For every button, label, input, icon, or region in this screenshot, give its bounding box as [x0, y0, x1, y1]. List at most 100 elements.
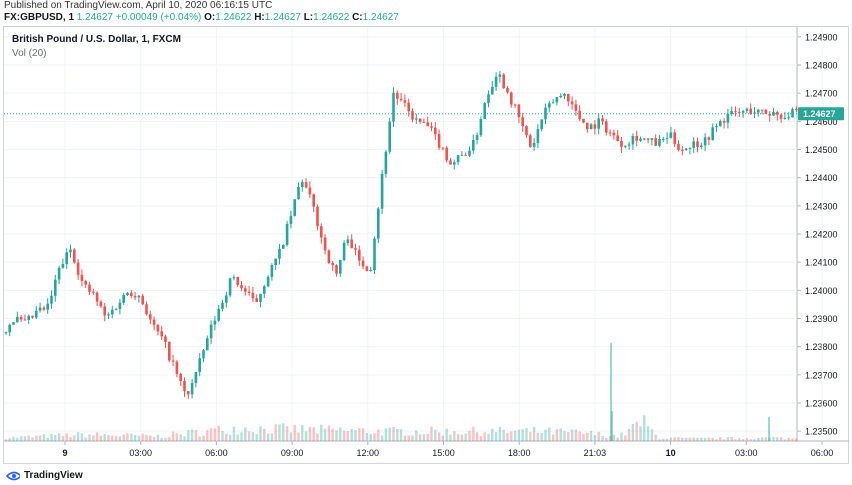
- volume-bar: [764, 437, 768, 441]
- volume-bar: [354, 430, 357, 441]
- volume-bar: [266, 433, 270, 441]
- candle-body: [684, 148, 688, 151]
- candle-body: [304, 182, 308, 188]
- candle-body: [437, 134, 441, 148]
- volume-bar: [658, 439, 661, 441]
- volume-bar: [342, 430, 346, 441]
- volume-bar: [289, 432, 293, 441]
- volume-bar: [711, 437, 714, 441]
- candle-body: [643, 138, 646, 140]
- candle-body: [479, 119, 483, 136]
- candle-body: [529, 135, 532, 147]
- volume-bar: [688, 437, 692, 441]
- candle-body: [236, 277, 239, 285]
- candle-body: [316, 206, 319, 227]
- volume-bar: [365, 432, 369, 441]
- volume-bar: [719, 437, 722, 441]
- candle-body: [179, 373, 182, 382]
- volume-bar: [722, 439, 726, 441]
- volume-bar: [608, 435, 612, 441]
- candle-body: [99, 301, 103, 307]
- candle-body: [8, 324, 11, 333]
- candle-body: [342, 242, 346, 260]
- volume-bar: [320, 424, 323, 441]
- candle-body: [293, 199, 296, 216]
- volume-bar: [646, 426, 650, 441]
- price-change: +0.00049 (+0.04%): [115, 12, 202, 23]
- candle-body: [73, 249, 76, 263]
- candle-body: [608, 132, 612, 134]
- y-tick-label: 1.23600: [805, 398, 838, 408]
- y-tick-label: 1.24300: [805, 201, 838, 211]
- candle-body: [616, 135, 619, 142]
- candle-body: [418, 118, 422, 123]
- candle-body: [225, 295, 228, 303]
- volume-bar: [544, 429, 547, 441]
- volume-bar: [502, 429, 505, 441]
- candle-body: [517, 104, 521, 118]
- volume-bar: [84, 437, 87, 441]
- candle-body: [42, 307, 46, 310]
- candle-body: [399, 98, 403, 101]
- volume-bar: [517, 429, 521, 441]
- volume-spike-bar: [611, 411, 613, 441]
- volume-bar: [339, 427, 342, 441]
- candle-body: [734, 111, 737, 113]
- volume-bar: [194, 430, 198, 441]
- volume-bar: [293, 424, 296, 441]
- candle-body: [35, 310, 38, 318]
- tradingview-branding[interactable]: TradingView: [6, 470, 83, 481]
- volume-bar: [247, 431, 251, 441]
- volume-bar: [145, 434, 148, 441]
- candle-body: [278, 248, 281, 259]
- chart-frame: [3, 26, 849, 464]
- candle-body: [50, 295, 53, 304]
- volume-bar: [206, 430, 209, 441]
- candle-body: [171, 360, 175, 362]
- volume-bar: [783, 439, 787, 441]
- volume-bar: [335, 430, 338, 441]
- volume-bar: [190, 429, 194, 441]
- candle-body: [365, 266, 369, 271]
- candle-body: [586, 122, 589, 130]
- volume-bar: [392, 426, 395, 441]
- volume-bar: [506, 432, 509, 441]
- candle-body: [650, 138, 654, 140]
- candle-body: [764, 109, 768, 114]
- open-value: 1.24622: [215, 12, 252, 23]
- volume-bar: [384, 428, 388, 441]
- candle-body: [270, 265, 274, 277]
- volume-bar: [133, 434, 137, 441]
- candle-body: [658, 139, 661, 146]
- candle-body: [384, 151, 388, 174]
- candle-body: [654, 138, 657, 146]
- candle-body: [198, 358, 201, 372]
- volume-bar: [715, 439, 718, 441]
- candle-body: [631, 135, 635, 145]
- candle-body: [711, 127, 714, 140]
- candle-body: [183, 381, 186, 392]
- volume-bar: [441, 435, 445, 441]
- candle-body: [160, 331, 163, 337]
- volume-bar: [156, 434, 160, 441]
- volume-bar: [707, 437, 711, 441]
- candle-body: [612, 132, 616, 136]
- volume-bar: [407, 435, 410, 441]
- candle-body: [426, 122, 429, 127]
- volume-bar: [396, 428, 399, 441]
- candle-body: [563, 93, 566, 96]
- candle-body: [377, 208, 380, 239]
- volume-bar: [612, 434, 616, 441]
- close-value: 1.24627: [362, 12, 399, 23]
- volume-bar: [346, 431, 350, 441]
- volume-bar: [567, 432, 570, 441]
- volume-bar: [772, 436, 775, 441]
- candle-body: [331, 263, 334, 266]
- candle-body: [494, 76, 498, 87]
- candle-body: [624, 145, 627, 147]
- volume-bar: [118, 436, 122, 441]
- volume-bar: [46, 437, 49, 441]
- volume-bar: [278, 424, 281, 441]
- volume-bar: [209, 428, 213, 441]
